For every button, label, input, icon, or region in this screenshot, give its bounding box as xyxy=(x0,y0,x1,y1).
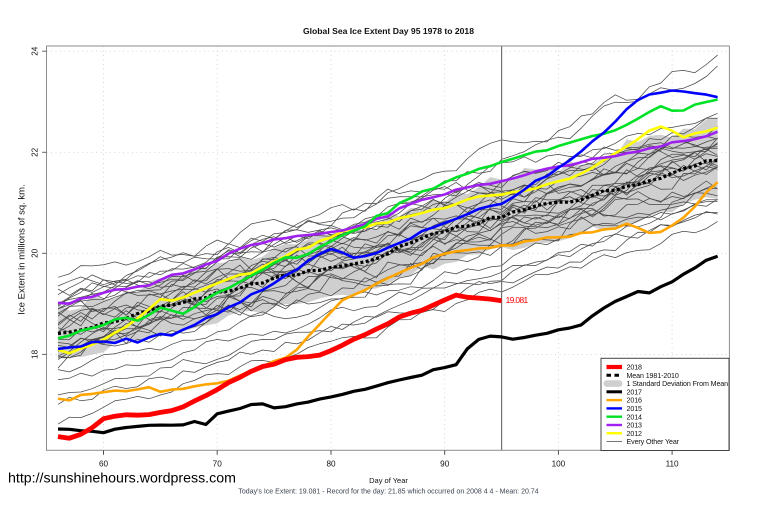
svg-text:http://sunshinehours.wordpress: http://sunshinehours.wordpress.com xyxy=(8,471,236,487)
svg-text:2017: 2017 xyxy=(627,388,643,396)
svg-text:2012: 2012 xyxy=(627,430,643,438)
svg-text:2018: 2018 xyxy=(627,364,643,372)
svg-text:Every Other Year: Every Other Year xyxy=(627,438,680,446)
svg-text:60: 60 xyxy=(99,459,109,468)
svg-text:2015: 2015 xyxy=(627,405,643,413)
svg-text:Today's Ice Extent: 19.081 -: Today's Ice Extent: 19.081 - Record for … xyxy=(238,489,538,496)
svg-text:2013: 2013 xyxy=(627,422,643,430)
svg-text:100: 100 xyxy=(552,459,566,468)
svg-text:90: 90 xyxy=(440,459,450,468)
svg-text:19.081: 19.081 xyxy=(506,295,529,305)
svg-text:Global Sea Ice Extent Day 95 1: Global Sea Ice Extent Day 95 1978 to 201… xyxy=(303,26,474,36)
svg-text:22: 22 xyxy=(31,147,40,157)
svg-text:2014: 2014 xyxy=(627,413,643,421)
svg-text:Mean 1981-2010: Mean 1981-2010 xyxy=(627,372,679,380)
svg-text:70: 70 xyxy=(213,459,223,468)
svg-text:2016: 2016 xyxy=(627,397,643,405)
svg-text:110: 110 xyxy=(666,459,679,468)
svg-text:Day of Year: Day of Year xyxy=(369,476,408,485)
svg-text:24: 24 xyxy=(31,46,40,56)
svg-text:1 Standard Deviation From Mean: 1 Standard Deviation From Mean xyxy=(627,380,729,388)
svg-text:Ice Extent in millions of sq.: Ice Extent in millions of sq. km. xyxy=(17,184,28,314)
svg-text:80: 80 xyxy=(326,459,336,468)
svg-text:20: 20 xyxy=(31,248,40,258)
svg-text:18: 18 xyxy=(31,349,40,359)
